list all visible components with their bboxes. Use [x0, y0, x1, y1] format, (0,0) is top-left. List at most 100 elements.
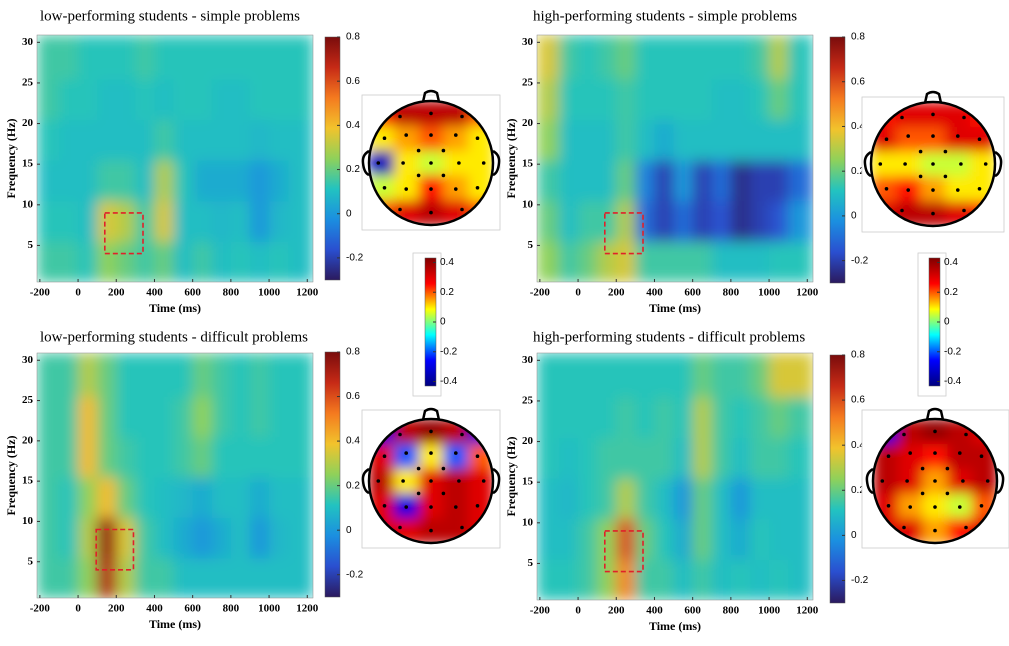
heatmap-cell — [635, 559, 655, 600]
panel-title: low-performing students - simple problem… — [40, 8, 300, 24]
highlight-box — [95, 528, 135, 571]
colorbar-tick-label: 0.6 — [851, 76, 865, 87]
heatmap-cell — [192, 241, 213, 282]
plot-frame — [36, 34, 314, 283]
heatmap-cell — [788, 478, 813, 520]
electrode — [416, 148, 421, 153]
heatmap-cell — [97, 200, 117, 242]
heatmap-cell — [730, 160, 751, 202]
electrode — [931, 211, 935, 216]
heatmap-cell — [97, 241, 117, 282]
x-tick-label: 1200 — [296, 603, 319, 615]
electrode — [985, 479, 990, 483]
electrode — [401, 161, 405, 165]
heatmap-cell — [192, 78, 213, 120]
x-tick-label: 0 — [75, 287, 81, 299]
heatmap-cell — [673, 396, 694, 438]
heatmap-cell — [711, 160, 732, 202]
heatmap-cell — [230, 200, 251, 242]
electrode — [376, 479, 381, 483]
heatmap-cell — [230, 241, 251, 282]
heatmap-cell — [230, 436, 251, 478]
heatmap-cell — [730, 353, 751, 398]
heatmap-cell — [97, 353, 117, 398]
electrode — [454, 187, 458, 191]
heatmap-cell — [97, 119, 117, 161]
electrode — [404, 187, 409, 191]
electrode — [460, 207, 464, 212]
heatmap-cell — [230, 517, 251, 559]
electrode — [956, 188, 960, 192]
electrode — [886, 454, 891, 459]
electrode — [429, 111, 433, 116]
heatmap-cell — [692, 396, 713, 438]
heatmap-cell — [37, 35, 60, 80]
topomap-cell — [468, 468, 493, 494]
heatmap-cell — [673, 353, 694, 398]
heatmap-cell — [97, 78, 117, 120]
heatmap-cell — [192, 353, 213, 398]
heatmap-cell — [558, 241, 579, 282]
plot-frame — [536, 352, 814, 601]
heatmap-cell — [37, 119, 60, 161]
heatmap-cell — [558, 518, 579, 560]
topomap-cell — [897, 468, 924, 494]
topo-colorbar-tick-label: 0.4 — [440, 257, 454, 268]
colorbar-tick-label: 0.2 — [851, 485, 865, 496]
heatmap-cell — [558, 353, 579, 398]
x-tick-label: 200 — [608, 287, 625, 299]
heatmap-cell — [692, 353, 713, 398]
electrode — [880, 479, 885, 483]
electrode — [933, 505, 937, 509]
x-tick-label: 200 — [608, 605, 625, 617]
heatmap-cell — [578, 437, 598, 479]
heatmap-cell — [135, 517, 155, 559]
y-tick-label: 25 — [522, 394, 534, 406]
heatmap-cell — [249, 200, 270, 242]
heatmap-cell — [97, 477, 117, 518]
heatmap-cells — [537, 353, 813, 600]
electrode — [964, 525, 968, 530]
heatmap-cell — [635, 241, 655, 282]
heatmap-cell — [192, 200, 213, 242]
topo-colorbar-tick-label: -0.4 — [440, 376, 458, 387]
x-tick-label: 1000 — [258, 603, 281, 615]
y-tick-label: 20 — [522, 435, 534, 447]
heatmap-cell — [154, 35, 175, 80]
topo-colorbar-tick-label: 0.4 — [944, 257, 958, 268]
heatmap-cell — [769, 353, 789, 398]
x-tick-label: -200 — [530, 287, 551, 299]
heatmap-cell — [173, 78, 194, 120]
x-tick-label: 200 — [108, 603, 125, 615]
heatmap-cell — [211, 477, 232, 518]
heatmap-cell — [769, 160, 789, 202]
heatmap-cell — [788, 200, 813, 242]
heatmap-cell — [58, 119, 79, 161]
topomap-cell — [945, 126, 971, 153]
heatmap-cell — [654, 396, 675, 438]
panel-title: high-performing students - difficult pro… — [533, 329, 805, 345]
colorbar-tick-label: 0.8 — [346, 32, 360, 43]
heatmap-cell — [116, 241, 136, 282]
heatmap-cell — [78, 396, 98, 438]
heatmap-cell — [249, 35, 270, 80]
heatmap-cell — [288, 160, 313, 202]
electrode — [902, 432, 906, 437]
heatmap-cell — [711, 35, 732, 80]
heatmap-cell — [269, 241, 289, 282]
heatmap-cell — [288, 200, 313, 242]
y-tick-label: 5 — [28, 239, 34, 251]
electrode — [404, 451, 409, 455]
heatmap-cell — [58, 517, 79, 559]
heatmap-cell — [635, 518, 655, 560]
heatmap-cell — [192, 119, 213, 161]
electrode — [900, 208, 904, 213]
y-axis-label: Frequency (Hz) — [504, 436, 518, 516]
heatmap-cell — [211, 557, 232, 598]
heatmap-cell — [788, 35, 813, 80]
heatmap-cell — [730, 35, 751, 80]
electrode — [429, 429, 433, 434]
heatmap-cell — [616, 437, 636, 479]
heatmap-cell — [288, 396, 313, 438]
heatmap-cell — [558, 478, 579, 520]
